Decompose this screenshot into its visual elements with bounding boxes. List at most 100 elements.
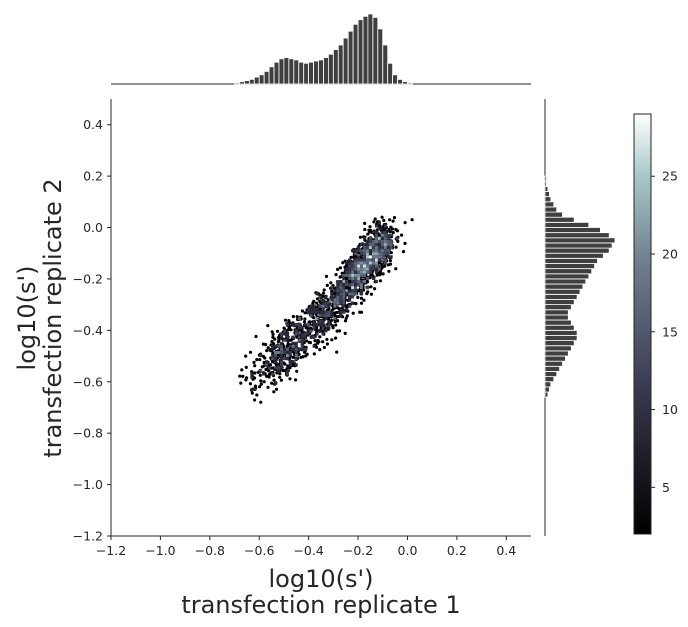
- hexbin-cell: [333, 301, 337, 305]
- hexbin-cell: [354, 280, 358, 284]
- hexbin-cell: [366, 255, 369, 259]
- scatter-point: [272, 378, 276, 382]
- x-tick-label: 0.2: [447, 543, 467, 558]
- scatter-point: [277, 338, 281, 342]
- scatter-point: [272, 342, 276, 346]
- scatter-point: [318, 348, 322, 352]
- marginal-x-bar: [298, 61, 305, 85]
- scatter-point: [253, 384, 257, 388]
- hexbin-cell: [330, 310, 334, 314]
- hexbin-cell: [336, 292, 340, 296]
- marginal-y-bar: [544, 381, 552, 388]
- marginal-x-bar: [323, 57, 329, 85]
- hexbin-cell: [363, 270, 366, 274]
- hexbin-cell: [280, 366, 283, 370]
- hexbin-cell: [354, 292, 358, 296]
- hexbin-cell: [333, 317, 337, 321]
- colorbar-gradient: [633, 113, 652, 535]
- x-tick-label: −1.0: [145, 543, 175, 558]
- scatter-point: [250, 391, 254, 395]
- hexbin-cell: [250, 375, 254, 379]
- hexbin-cell: [324, 329, 328, 333]
- hexbin-cell: [363, 280, 366, 284]
- hexbin-cell: [366, 258, 369, 262]
- scatter-point: [303, 311, 307, 315]
- hexbin-cell: [342, 292, 346, 296]
- hexbin-cell: [348, 270, 352, 274]
- hexbin-cell: [300, 338, 304, 342]
- hexbin-cell: [374, 264, 378, 268]
- scatter-point: [289, 338, 293, 342]
- hexbin-cell: [351, 295, 355, 299]
- marginal-y-bar: [544, 335, 578, 341]
- hexbin-cell: [351, 301, 355, 305]
- hexbin-cell: [360, 292, 363, 296]
- hexbin-cell: [366, 267, 369, 271]
- hexbin-cell: [312, 344, 316, 348]
- scatter-point: [270, 339, 274, 344]
- hexbin-cell: [312, 326, 316, 330]
- scatter-point: [271, 335, 275, 339]
- scatter-point: [338, 275, 342, 279]
- hexbin-cell: [360, 286, 363, 290]
- scatter-point: [381, 265, 385, 269]
- scatter-point: [266, 385, 270, 389]
- scatter-point: [254, 334, 258, 339]
- hexbin-cell: [383, 252, 387, 256]
- scatter-point: [276, 335, 281, 340]
- hexbin-cell: [371, 230, 375, 234]
- hexbin-cell: [351, 267, 355, 271]
- hexbin-cell: [339, 313, 343, 317]
- hexbin-cell: [383, 233, 387, 237]
- marginal-x-bar: [362, 15, 369, 85]
- scatter-point: [329, 281, 333, 285]
- hexbin-cell: [366, 252, 369, 256]
- hexbin-cell: [363, 246, 366, 250]
- hexbin-cell: [283, 338, 286, 342]
- hexbin-cell: [315, 292, 319, 296]
- scatter-point: [325, 283, 329, 287]
- marginal-y-bar: [544, 345, 572, 352]
- hexbin-cell: [371, 246, 375, 250]
- marginal-y-bar: [544, 263, 595, 269]
- hexbin-cell: [262, 372, 266, 376]
- hexbin-cell: [351, 276, 355, 280]
- scatter-point: [259, 400, 263, 404]
- scatter-point: [266, 324, 270, 328]
- hexbin-cell: [395, 236, 399, 240]
- marginal-x-bar: [278, 58, 285, 85]
- hexbin-cell: [368, 252, 372, 256]
- hexbin-cell: [321, 301, 325, 305]
- hexbin-cell: [306, 310, 310, 314]
- hexbin-cell: [380, 233, 384, 237]
- scatter-point: [301, 355, 305, 359]
- scatter-point: [313, 339, 317, 343]
- hexbin-cell: [300, 326, 304, 330]
- hexbin-cell: [303, 335, 307, 339]
- scatter-point: [305, 352, 309, 356]
- scatter-point: [264, 342, 268, 347]
- hexbin-cell: [274, 360, 278, 364]
- hexbin-cell: [360, 264, 363, 268]
- hexbin-cell: [374, 230, 378, 234]
- hexbin-cell: [280, 344, 283, 348]
- hexbin-cell: [360, 273, 363, 277]
- hexbin-cell: [363, 273, 366, 277]
- scatter-point: [315, 297, 320, 301]
- scatter-point: [373, 287, 377, 291]
- hexbin-cell: [368, 239, 372, 243]
- hexbin-cell: [383, 249, 387, 253]
- hexbin-cell: [294, 344, 298, 348]
- scatter-point: [259, 379, 263, 383]
- marginal-x-bar: [243, 80, 250, 85]
- scatter-point: [351, 255, 355, 259]
- hexbin-cell: [330, 313, 334, 317]
- marginal-y-bar: [544, 376, 555, 383]
- scatter-point: [392, 216, 397, 220]
- scatter-point: [410, 218, 414, 222]
- hexbin-cell: [327, 313, 331, 317]
- hexbin-cell: [321, 323, 325, 327]
- marginal-y-bar: [544, 196, 552, 203]
- scatter-point: [321, 340, 325, 344]
- hexbin-cell: [363, 236, 366, 240]
